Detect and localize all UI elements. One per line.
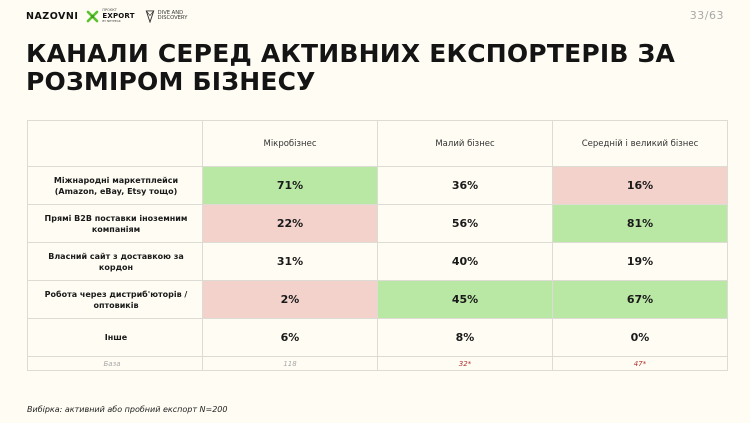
table-cell: 81%	[552, 204, 728, 243]
table-cell: 16%	[552, 166, 728, 205]
column-header: Мікробізнес	[202, 120, 378, 167]
dive-logo-line2: DISCOVERY	[157, 15, 188, 21]
column-header: Малий бізнес	[377, 120, 553, 167]
table-cell: 45%	[377, 280, 553, 319]
row-label: Робота через дистриб'юторів / оптовиків	[27, 280, 203, 319]
table-cell: 6%	[202, 318, 378, 357]
table-row: Робота через дистриб'юторів / оптовиків …	[27, 280, 728, 319]
base-label: База	[27, 356, 203, 371]
table-row: Інше 6% 8% 0%	[27, 318, 728, 357]
base-row: База 118 32* 47*	[27, 356, 728, 371]
table-cell: 22%	[202, 204, 378, 243]
sample-footnote: Вибірка: активний або пробний експорт N=…	[27, 405, 228, 414]
nazovni-logo: NAZOVNI	[26, 10, 79, 22]
table-cell: 2%	[202, 280, 378, 319]
base-cell: 118	[202, 356, 378, 371]
table-cell: 71%	[202, 166, 378, 205]
base-cell: 47*	[552, 356, 728, 371]
row-label: Міжнародні маркетплейси (Amazon, eBay, E…	[27, 166, 203, 205]
table-cell: 0%	[552, 318, 728, 357]
table-cell: 31%	[202, 242, 378, 281]
table-header-row: Мікробізнес Малий бізнес Середній і вели…	[27, 120, 728, 167]
export-logo-sub: BY NETPEAK	[102, 18, 121, 23]
dive-discovery-logo: DIVE AND DISCOVERY	[145, 9, 188, 23]
table-cell: 40%	[377, 242, 553, 281]
clover-icon	[87, 10, 99, 22]
table-corner-cell	[27, 120, 203, 167]
table-cell: 36%	[377, 166, 553, 205]
row-label: Інше	[27, 318, 203, 357]
export-logo-top: ПРОЄКТ	[102, 8, 117, 13]
table-row: Міжнародні маркетплейси (Amazon, eBay, E…	[27, 166, 728, 205]
page-title: КАНАЛИ СЕРЕД АКТИВНИХ ЕКСПОРТЕРІВ ЗА РОЗ…	[26, 39, 676, 96]
header: NAZOVNI ПРОЄКТ EXPORT BY NETPEAK DIVE AN…	[26, 6, 726, 26]
row-label: Власний сайт з доставкою за кордон	[27, 242, 203, 281]
dive-logo-line1: DIVE AND	[157, 9, 184, 16]
table-row: Прямі B2B поставки іноземним компаніям 2…	[27, 204, 728, 243]
table-cell: 56%	[377, 204, 553, 243]
table-cell: 19%	[552, 242, 728, 281]
table-row: Власний сайт з доставкою за кордон 31% 4…	[27, 242, 728, 281]
export-logo-main: EXPORT	[102, 11, 135, 20]
page-number: 33/63	[689, 9, 724, 22]
table-cell: 8%	[377, 318, 553, 357]
table-cell: 67%	[552, 280, 728, 319]
export-logo: ПРОЄКТ EXPORT BY NETPEAK	[86, 9, 134, 23]
diamond-icon	[145, 9, 155, 23]
column-header: Середній і великий бізнес	[552, 120, 728, 167]
base-cell: 32*	[377, 356, 553, 371]
channels-table: Мікробізнес Малий бізнес Середній і вели…	[27, 120, 728, 371]
row-label: Прямі B2B поставки іноземним компаніям	[27, 204, 203, 243]
